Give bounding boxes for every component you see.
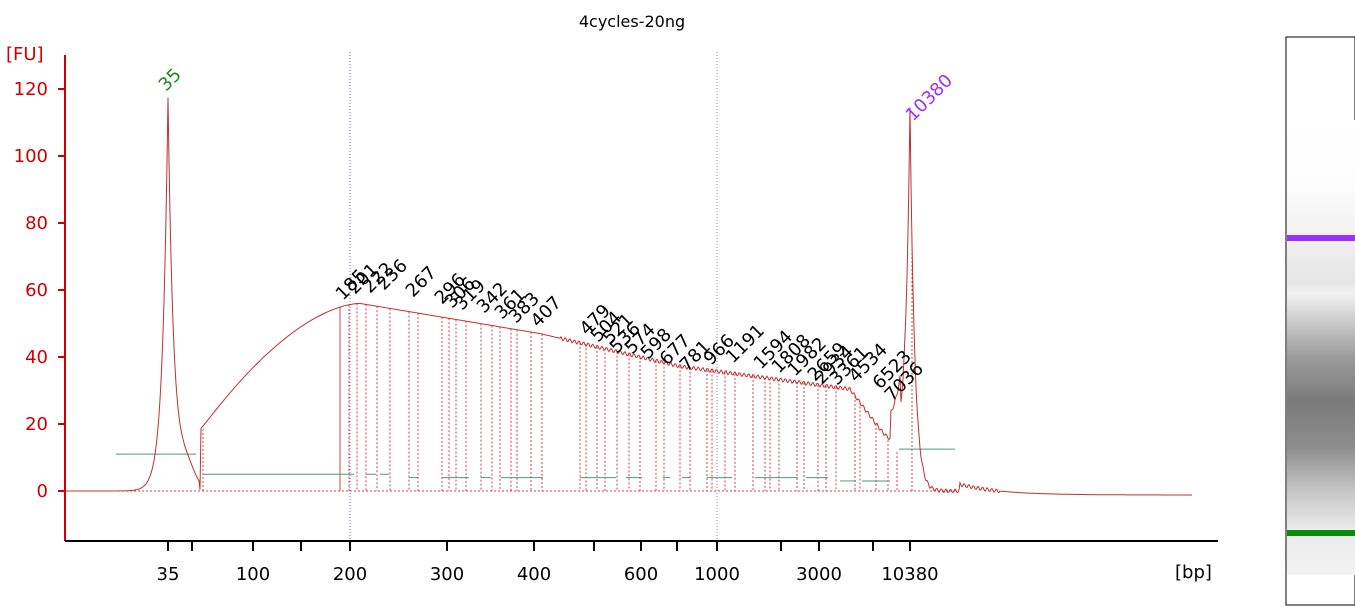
marker-peak-labels: 35 10380	[155, 64, 957, 125]
gel-lane-smear	[1287, 120, 1355, 575]
fragment-region	[117, 243, 956, 492]
gel-lane	[1285, 36, 1355, 606]
x-axis-ticks: 35 100 200 300 400 600 1000 3000 10380	[157, 541, 939, 585]
y-tick-label: 100	[14, 146, 48, 167]
marker-peak-label: 10380	[902, 70, 957, 125]
x-tick-label: 35	[157, 564, 180, 585]
x-tick-label: 200	[333, 564, 367, 585]
y-tick-label: 60	[25, 280, 48, 301]
chart-title: 4cycles-20ng	[579, 12, 685, 31]
x-tick-label: 3000	[796, 564, 842, 585]
y-axis-label: [FU]	[6, 44, 44, 65]
y-tick-label: 40	[25, 347, 48, 368]
x-tick-label: 1000	[694, 564, 740, 585]
gel-lower-marker-band	[1287, 530, 1355, 536]
x-tick-label: 600	[624, 564, 658, 585]
y-axis-ticks: 0 20 40 60 80 100 120	[14, 79, 65, 502]
x-tick-label: 100	[236, 564, 270, 585]
baseline-segments	[116, 448, 955, 482]
x-tick-label: 400	[517, 564, 551, 585]
x-tick-label: 300	[430, 564, 464, 585]
series-trace	[66, 97, 1192, 496]
marker-peak-label: 35	[155, 64, 186, 95]
x-tick-label: 10380	[881, 564, 938, 585]
y-tick-label: 0	[37, 481, 48, 502]
x-axis-label: [bp]	[1175, 562, 1212, 583]
y-tick-label: 80	[25, 213, 48, 234]
y-tick-label: 120	[14, 79, 48, 100]
y-tick-label: 20	[25, 414, 48, 435]
gel-upper-marker-band	[1287, 235, 1355, 241]
